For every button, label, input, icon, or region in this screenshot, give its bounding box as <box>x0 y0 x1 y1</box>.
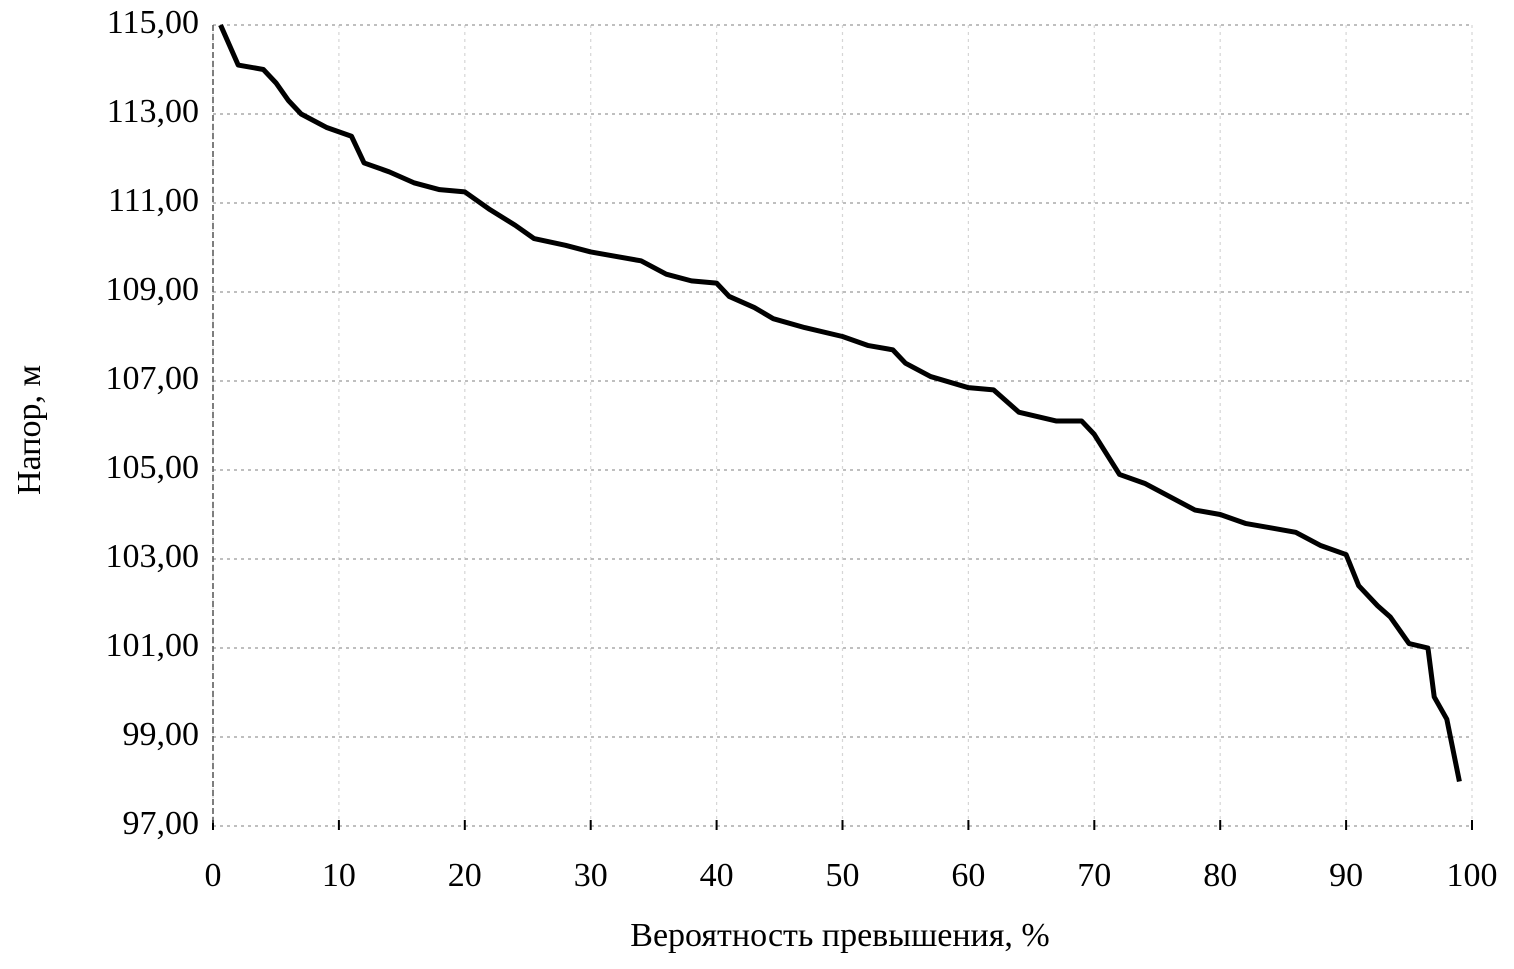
x-tick-label: 70 <box>1077 857 1111 894</box>
x-tick-label: 20 <box>448 857 482 894</box>
y-tick-label: 101,00 <box>106 627 200 664</box>
y-axis-title: Напор, м <box>11 365 48 495</box>
x-tick-label: 90 <box>1329 857 1363 894</box>
y-tick-label: 99,00 <box>123 716 200 753</box>
x-tick-label: 100 <box>1447 857 1498 894</box>
x-axis-title: Вероятность превышения, % <box>630 917 1049 954</box>
y-tick-label: 105,00 <box>106 449 200 486</box>
y-tick-label: 115,00 <box>107 4 199 41</box>
y-tick-label: 103,00 <box>106 538 200 575</box>
y-tick-label: 111,00 <box>108 182 199 219</box>
x-tick-label: 40 <box>700 857 734 894</box>
y-tick-label: 113,00 <box>107 93 199 130</box>
x-tick-label: 60 <box>951 857 985 894</box>
data-line <box>218 23 1462 782</box>
x-tick-label: 10 <box>322 857 356 894</box>
y-tick-label: 109,00 <box>106 271 200 308</box>
y-tick-label: 107,00 <box>106 360 200 397</box>
x-tick-label: 0 <box>205 857 222 894</box>
x-tick-label: 50 <box>826 857 860 894</box>
y-tick-label: 97,00 <box>123 805 200 842</box>
x-tick-label: 80 <box>1203 857 1237 894</box>
x-tick-label: 30 <box>574 857 608 894</box>
